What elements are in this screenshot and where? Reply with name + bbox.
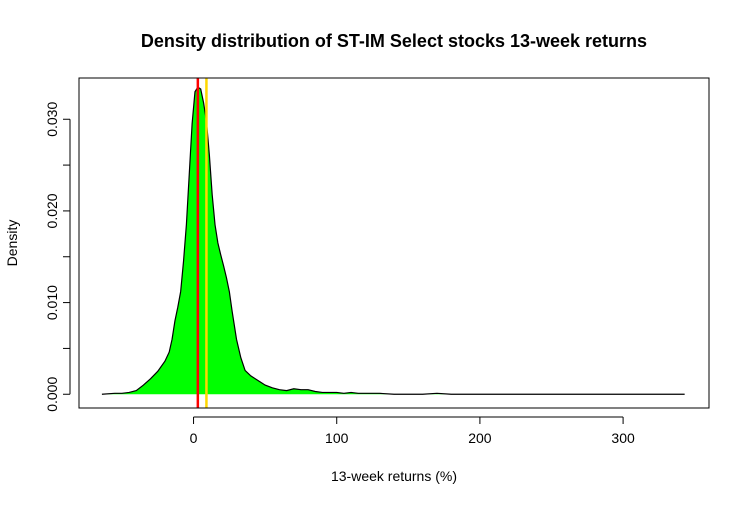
x-tick-label: 100 bbox=[325, 430, 349, 446]
y-tick-label: 0.010 bbox=[44, 285, 60, 320]
chart-title: Density distribution of ST-IM Select sto… bbox=[141, 31, 647, 51]
y-tick-label: 0.000 bbox=[44, 377, 60, 412]
x-axis: 0 100 200 300 bbox=[190, 416, 635, 446]
x-tick-label: 300 bbox=[611, 430, 635, 446]
y-axis: 0.000 0.010 0.020 0.030 bbox=[44, 102, 71, 412]
y-axis-label: Density bbox=[4, 220, 20, 267]
plot-frame bbox=[78, 77, 710, 409]
density-line bbox=[101, 86, 685, 395]
y-tick-label: 0.030 bbox=[44, 102, 60, 137]
y-tick-label: 0.020 bbox=[44, 193, 60, 228]
x-tick-label: 0 bbox=[190, 430, 198, 446]
x-axis-label: 13-week returns (%) bbox=[331, 468, 457, 484]
x-tick-label: 200 bbox=[468, 430, 492, 446]
density-area bbox=[101, 87, 685, 395]
